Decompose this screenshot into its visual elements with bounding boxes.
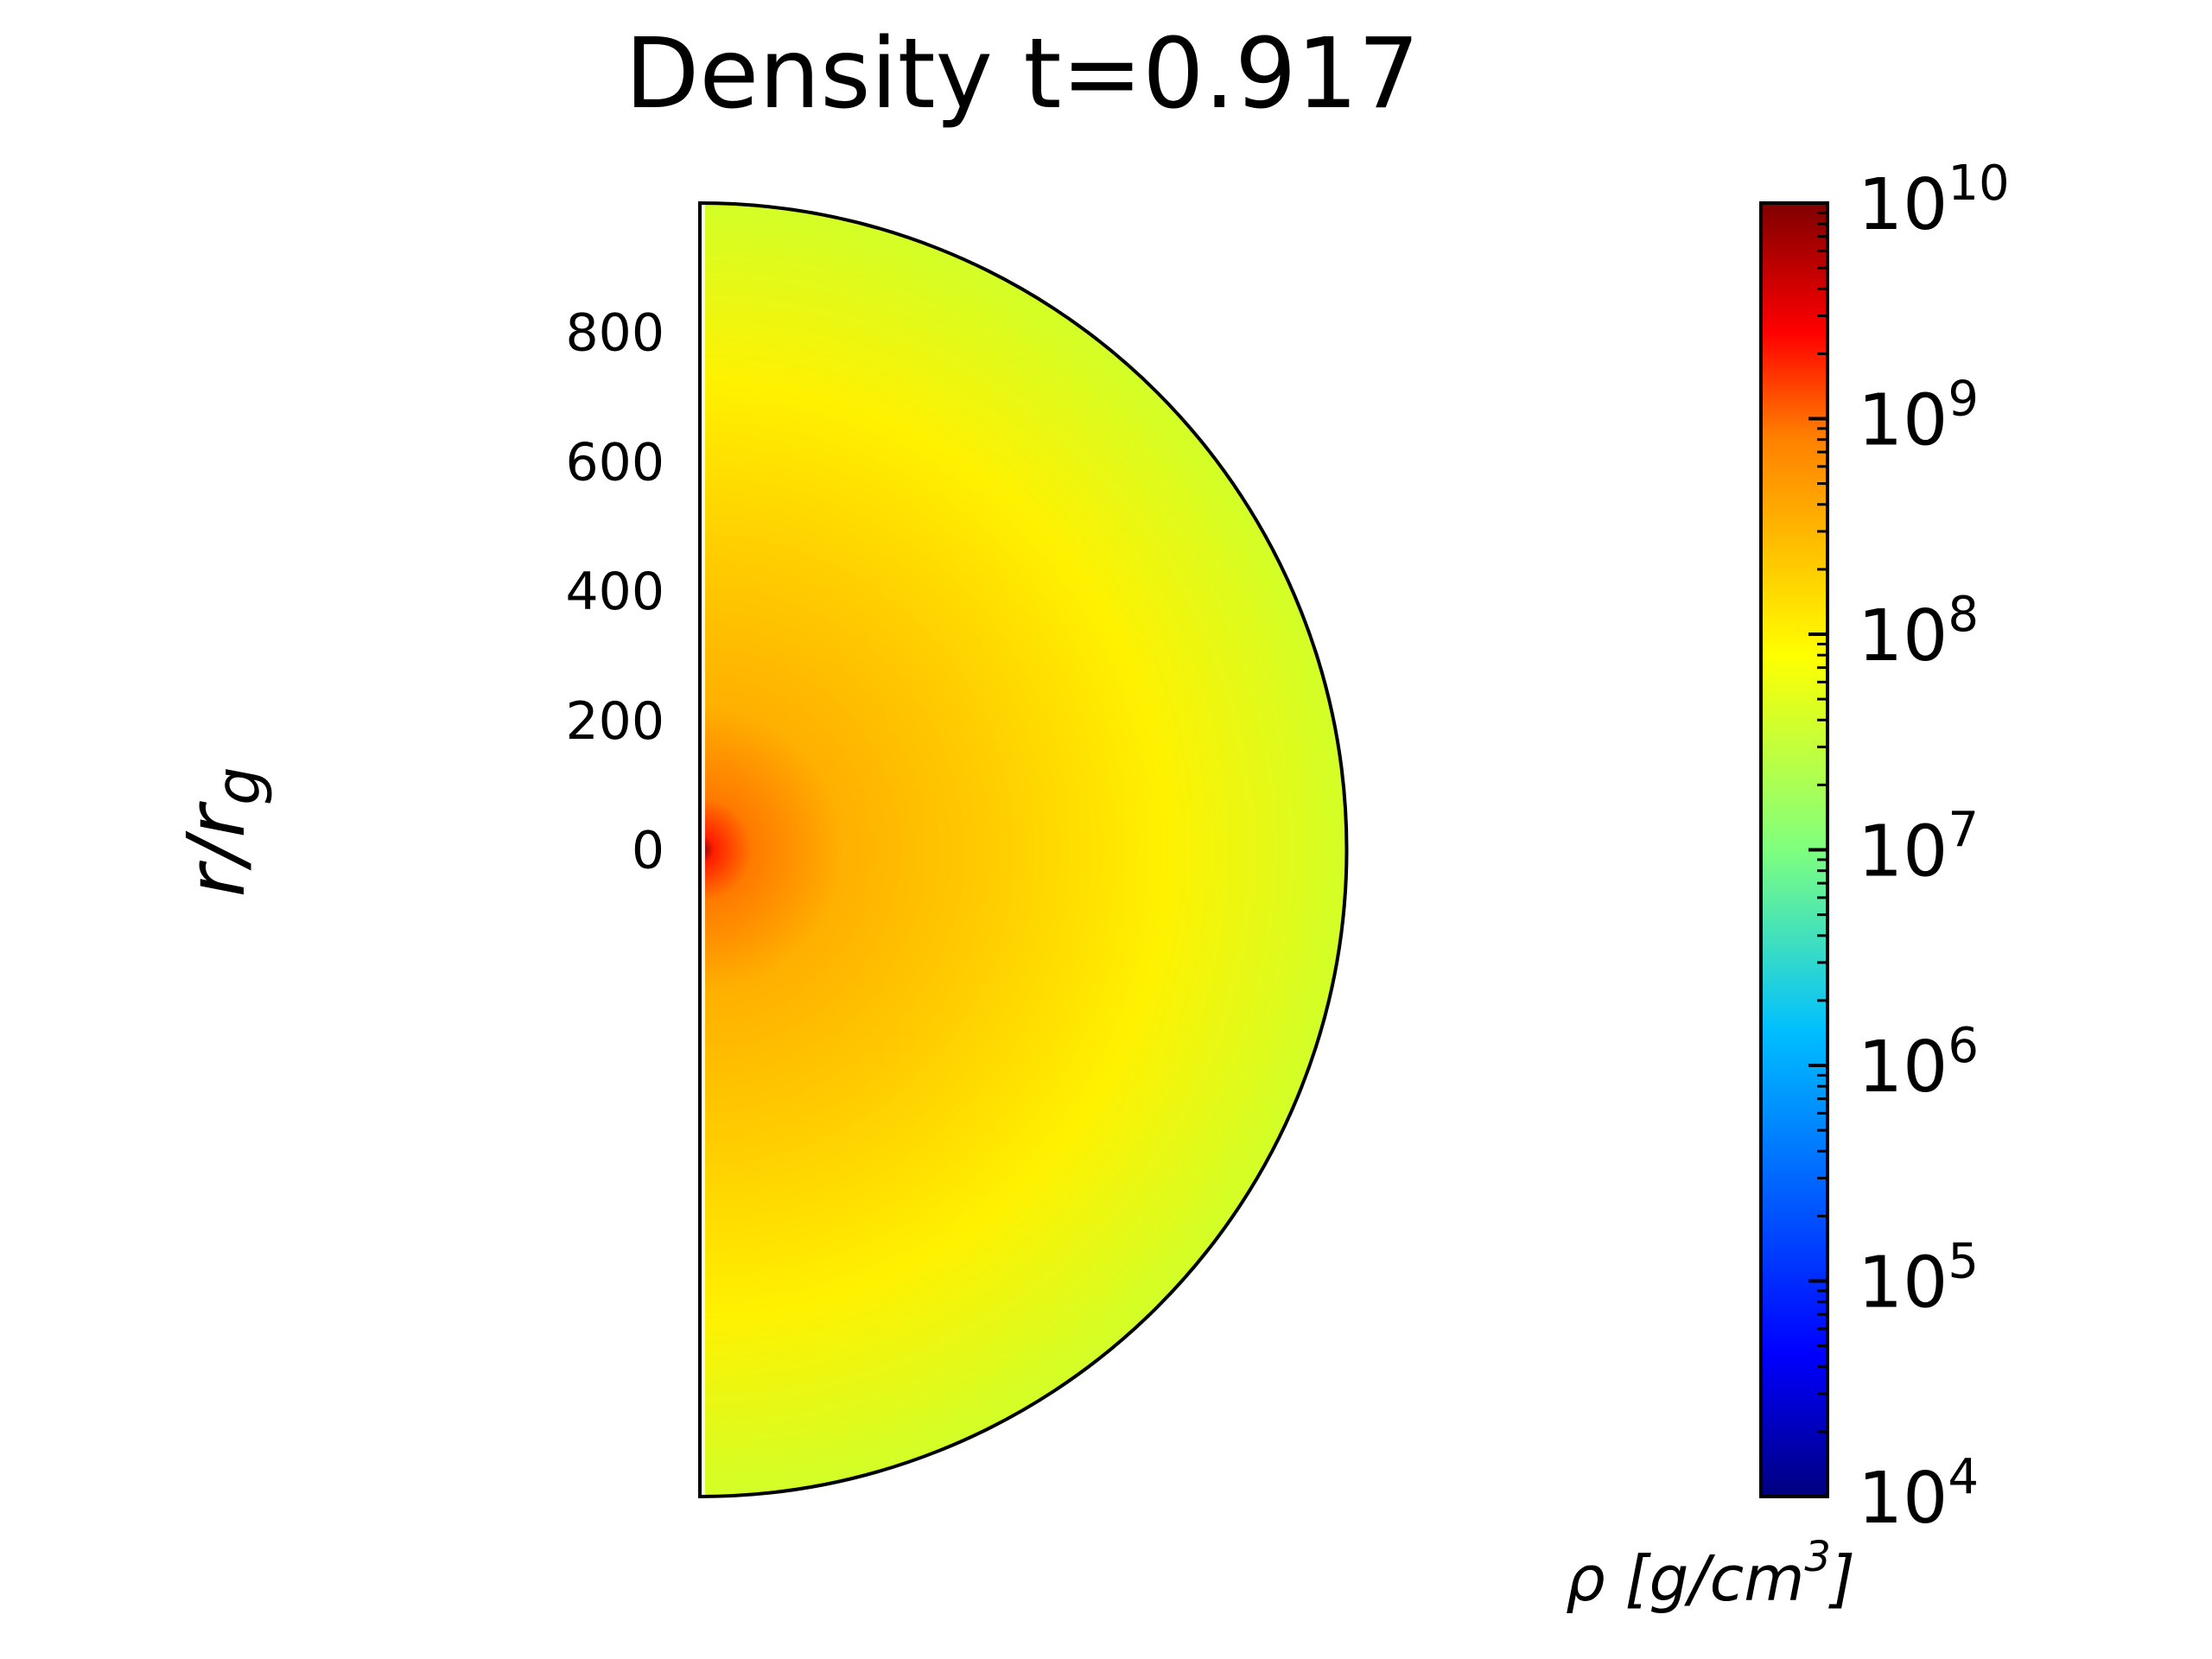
colorbar-tick-exponent: 4 [1948,1449,1979,1505]
y-axis-ticks: 0 200 400 600 800 [565,303,664,881]
density-half-disk [698,200,1349,1499]
colorbar-tick-exponent: 9 [1948,372,1979,428]
colorbar-tick-label: 109 [1858,372,1979,462]
colorbar-tick-label: 1010 [1858,156,2010,246]
colorbar-label: ρ [g/cm3] [1566,1533,1855,1615]
y-axis-label-subscript: g [203,766,274,804]
colorbar-label-superscript: 3 [1804,1533,1831,1581]
colorbar-tick-base: 10 [1858,380,1948,462]
colorbar-tick-label: 104 [1858,1449,1979,1540]
colorbar-tick-label: 106 [1858,1018,1979,1109]
y-tick-label: 400 [565,562,664,622]
colorbar-tick-base: 10 [1858,1458,1948,1540]
colorbar-tick-label: 105 [1858,1234,1979,1325]
colorbar-tick-exponent: 6 [1948,1018,1979,1074]
y-tick-label: 0 [632,821,664,881]
y-axis-label-main: r/r [170,801,263,898]
colorbar-tick-base: 10 [1858,595,1948,677]
y-tick-label: 600 [565,432,664,493]
colorbar-tick-base: 10 [1858,811,1948,893]
colorbar-tick-base: 10 [1858,1243,1948,1325]
y-tick-label: 800 [565,303,664,364]
colorbar-label-close: ] [1828,1542,1855,1615]
colorbar-tick-base: 10 [1858,1027,1948,1109]
colorbar-label-text: ρ [g/cm [1566,1542,1804,1615]
colorbar-tick-exponent: 7 [1948,803,1979,859]
colorbar-tick-exponent: 10 [1948,156,2009,212]
y-axis-label: r/rg [170,766,274,897]
colorbar-tick-exponent: 5 [1948,1234,1979,1290]
colorbar-tick-label: 108 [1858,587,1979,677]
colorbar-tick-label: 107 [1858,803,1979,893]
y-tick-label: 200 [565,691,664,752]
chart-title: Density t=0.917 [625,18,1420,130]
colorbar-tick-base: 10 [1858,164,1948,246]
colorbar-tick-exponent: 8 [1948,587,1979,643]
plot-area [698,200,1349,1499]
